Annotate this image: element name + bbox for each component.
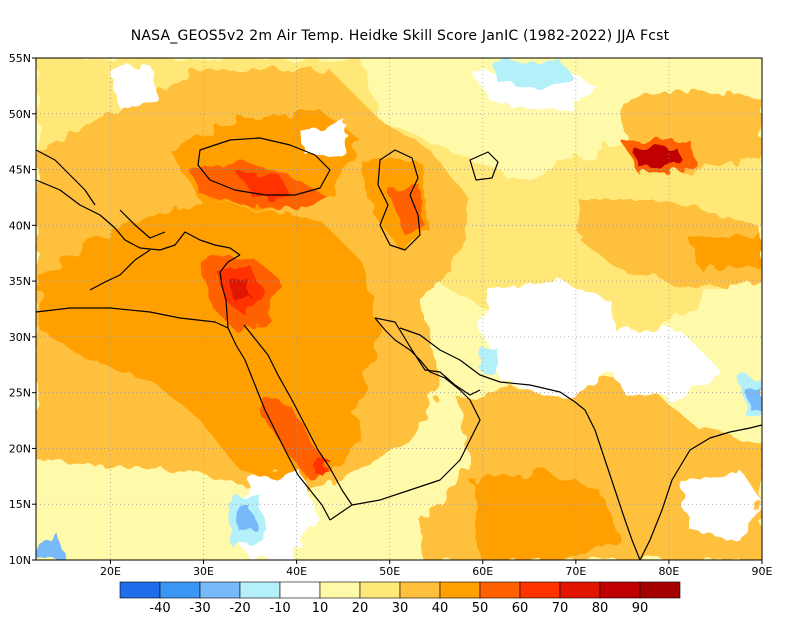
- lat-tick-label: 50N: [9, 108, 31, 121]
- map-title: NASA_GEOS5v2 2m Air Temp. Heidke Skill S…: [130, 28, 670, 44]
- colorbar-label: 80: [592, 601, 609, 616]
- colorbar-bin: [359, 581, 401, 599]
- map-frame: [35, 57, 763, 561]
- lat-tick-label: 40N: [9, 219, 31, 232]
- colorbar-label: -30: [189, 601, 210, 616]
- colorbar-bin: [639, 581, 681, 599]
- longitude-axis: 20E 30E 40E 50E 60E 70E 80E 90E: [100, 560, 773, 578]
- colorbar-label: -10: [269, 601, 290, 616]
- lon-tick-label: 70E: [565, 565, 586, 578]
- colorbar-bin: [399, 581, 441, 599]
- lon-tick-label: 80E: [658, 565, 679, 578]
- colorbar-label: -40: [149, 601, 170, 616]
- colorbar-bin: [199, 581, 241, 599]
- coastlines: [36, 137, 762, 560]
- colorbar-bin: [239, 581, 281, 599]
- colorbar-label: -20: [229, 601, 250, 616]
- lat-tick-label: 10N: [9, 554, 31, 567]
- colorbar-bin: [439, 581, 481, 599]
- colorbar-bin: [279, 581, 321, 599]
- colorbar-label: 60: [512, 601, 529, 616]
- lon-tick-label: 40E: [286, 565, 307, 578]
- lon-tick-label: 50E: [379, 565, 400, 578]
- map-gridlines: [36, 58, 762, 560]
- lon-tick-label: 30E: [193, 565, 214, 578]
- colorbar-label: 10: [312, 601, 329, 616]
- lon-tick-label: 90E: [752, 565, 773, 578]
- lat-tick-label: 55N: [9, 52, 31, 65]
- colorbar-label: 20: [352, 601, 369, 616]
- lat-tick-label: 30N: [9, 331, 31, 344]
- colorbar-bin: [559, 581, 601, 599]
- colorbar-bin: [519, 581, 561, 599]
- colorbar-label: 70: [552, 601, 569, 616]
- colorbar-bin: [479, 581, 521, 599]
- lon-tick-label: 20E: [100, 565, 121, 578]
- colorbar-bin: [319, 581, 361, 599]
- colorbar-label: 90: [632, 601, 649, 616]
- latitude-axis: 55N 50N 45N 40N 35N 30N 25N 20N 15N 10N: [9, 52, 36, 567]
- lat-tick-label: 35N: [9, 275, 31, 288]
- lon-tick-label: 60E: [472, 565, 493, 578]
- colorbar-label: 40: [432, 601, 449, 616]
- skill-score-field: [36, 58, 762, 560]
- colorbar-label: 50: [472, 601, 489, 616]
- lat-tick-label: 25N: [9, 387, 31, 400]
- lat-tick-label: 20N: [9, 442, 31, 455]
- colorbar-bin: [159, 581, 201, 599]
- colorbar-bin: [599, 581, 641, 599]
- colorbar: -40 -30 -20 -10 10 20 30 40 50 60 70 80 90: [119, 581, 681, 616]
- colorbar-label: 30: [392, 601, 409, 616]
- lat-tick-label: 15N: [9, 498, 31, 511]
- colorbar-bin: [119, 581, 161, 599]
- lat-tick-label: 45N: [9, 164, 31, 177]
